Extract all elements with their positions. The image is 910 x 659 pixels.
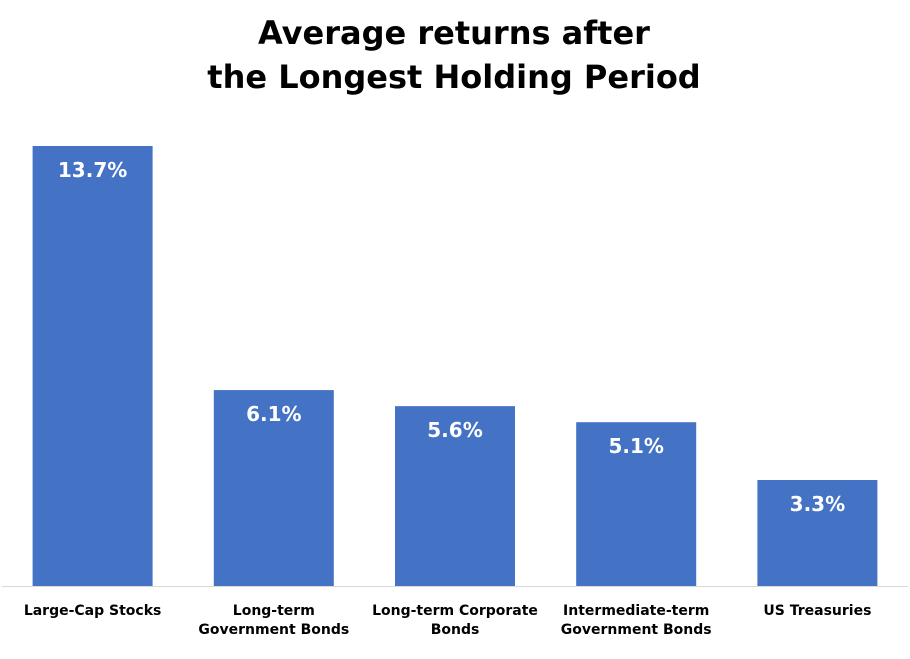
category-label-line: Large-Cap Stocks bbox=[24, 603, 162, 619]
bar-2 bbox=[213, 390, 334, 586]
category-label-line: Bonds bbox=[431, 622, 480, 638]
category-label-line: Government Bonds bbox=[561, 622, 712, 638]
category-label-line: Long-term bbox=[233, 603, 315, 619]
data-label-4: 5.1% bbox=[608, 434, 663, 458]
category-label-2: Long-term Government Bonds bbox=[198, 603, 349, 638]
data-label-5: 3.3% bbox=[790, 492, 845, 516]
chart-title: Average returns after the Longest Holdin… bbox=[207, 14, 700, 96]
category-label-line: Government Bonds bbox=[198, 622, 349, 638]
bar-1 bbox=[32, 146, 153, 586]
chart-title-line-1: Average returns after bbox=[258, 14, 650, 52]
chart-title-line-2: the Longest Holding Period bbox=[207, 58, 700, 96]
data-label-1: 13.7% bbox=[58, 158, 127, 182]
bar-5 bbox=[757, 480, 878, 586]
data-label-3: 5.6% bbox=[427, 418, 482, 442]
plot-area: 13.7% Large-Cap Stocks 6.1% Long-term Govern… bbox=[2, 146, 908, 638]
category-label-5: US Treasuries bbox=[763, 603, 871, 619]
bar-3 bbox=[395, 406, 515, 586]
category-label-3: Long-term Corporate Bonds bbox=[372, 603, 538, 638]
category-label-1: Large-Cap Stocks bbox=[24, 603, 162, 619]
category-label-4: Intermediate-term Government Bonds bbox=[561, 603, 712, 638]
data-label-2: 6.1% bbox=[246, 402, 301, 426]
category-label-line: Intermediate-term bbox=[563, 603, 709, 619]
category-label-line: US Treasuries bbox=[763, 603, 871, 619]
category-label-line: Long-term Corporate bbox=[372, 603, 538, 619]
bar-4 bbox=[576, 422, 697, 586]
